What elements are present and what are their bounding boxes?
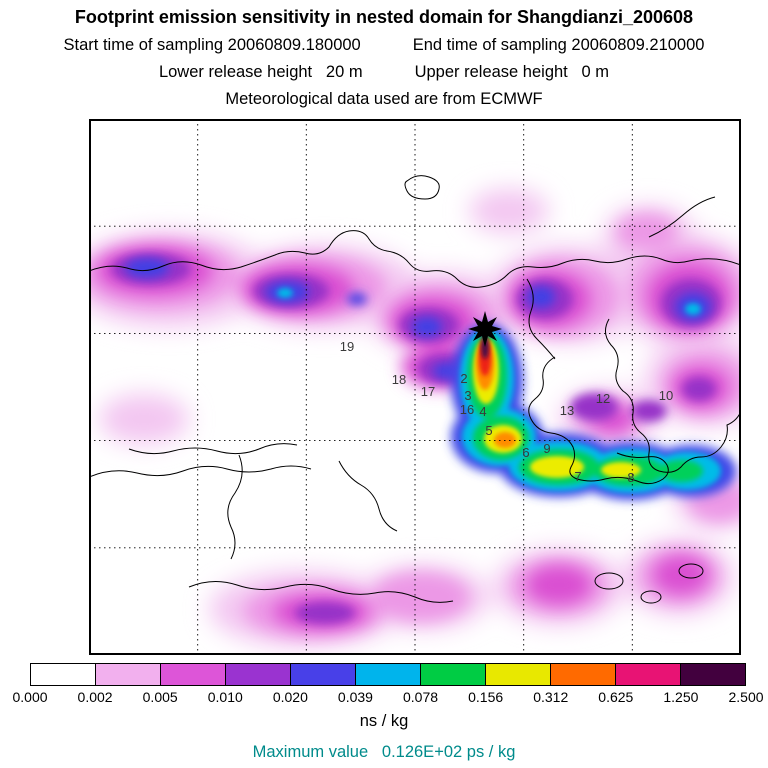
colorbar-tick-label: 0.078 <box>403 689 439 705</box>
colorbar-cells <box>30 663 746 686</box>
sensitivity-haze-cyan <box>277 288 701 315</box>
trajectory-hour-label: 4 <box>479 404 486 419</box>
colorbar-cell <box>291 664 356 685</box>
release-height-line: Lower release height 20 m Upper release … <box>0 63 768 82</box>
colorbar-cell <box>96 664 161 685</box>
maximum-value-line: Maximum value 0.126E+02 ps / kg <box>252 743 516 761</box>
trajectory-hour-label: 3 <box>464 388 471 403</box>
colorbar-tick-label: 1.250 <box>663 689 699 705</box>
trajectory-hour-label: 18 <box>392 372 406 387</box>
colorbar-units: ns / kg <box>359 712 409 730</box>
colorbar-tick-label: 0.156 <box>468 689 504 705</box>
colorbar: 0.000 0.002 0.005 0.010 0.020 0.039 0.078 0.156… <box>12 663 764 706</box>
map-border <box>89 119 741 655</box>
start-time-text: Start time of sampling 20060809.180000 <box>63 36 361 54</box>
colorbar-tick-label: 0.002 <box>77 689 113 705</box>
map-layers: 19 18 17 2 316 4 5 6 9 13 12 10 7 8 <box>89 119 741 655</box>
sensitivity-haze-blue <box>125 258 711 379</box>
trajectory-hour-labels: 19 18 17 2 316 4 5 6 9 13 12 10 7 8 <box>340 339 673 485</box>
trajectory-hour-label: 8 <box>627 470 634 485</box>
colorbar-cell <box>616 664 681 685</box>
colorbar-cell <box>161 664 226 685</box>
trajectory-hour-label: 13 <box>560 403 574 418</box>
trajectory-hour-label: 9 <box>543 441 550 456</box>
colorbar-tick-label: 0.625 <box>598 689 634 705</box>
colorbar-tick-labels: 0.000 0.002 0.005 0.010 0.020 0.039 0.078 0.156… <box>12 689 763 706</box>
footprint-map: 19 18 17 2 316 4 5 6 9 13 12 10 7 8 <box>89 119 741 655</box>
met-source-text: Meteorological data used are from ECMWF <box>225 90 543 108</box>
colorbar-cell <box>421 664 486 685</box>
colorbar-cell <box>681 664 745 685</box>
trajectory-hour-label: 10 <box>659 388 673 403</box>
trajectory-hour-label: 2 <box>460 371 467 386</box>
coastlines <box>89 175 741 604</box>
release-star-marker <box>468 311 502 347</box>
colorbar-tick-label: 0.020 <box>272 689 308 705</box>
figure-title: Footprint emission sensitivity in nested… <box>74 7 694 27</box>
trajectory-hour-label: 5 <box>485 423 492 438</box>
trajectory-hour-label: 6 <box>522 445 529 460</box>
colorbar-tick-label: 0.010 <box>207 689 243 705</box>
colorbar-tick-label: 0.000 <box>12 689 48 705</box>
colorbar-cell <box>356 664 421 685</box>
end-time-text: End time of sampling 20060809.210000 <box>412 36 705 54</box>
grid-lines <box>89 119 741 655</box>
trajectory-hour-label: 7 <box>574 469 581 484</box>
trajectory-hour-label: 16 <box>460 402 474 417</box>
met-source-line: Meteorological data used are from ECMWF <box>0 90 768 109</box>
colorbar-cell <box>226 664 291 685</box>
colorbar-tick-label: 0.005 <box>142 689 178 705</box>
trajectory-hour-label: 17 <box>421 384 435 399</box>
colorbar-cell <box>551 664 616 685</box>
sampling-time-line: Start time of sampling 20060809.180000 E… <box>0 36 768 55</box>
colorbar-tick-label: 2.500 <box>728 689 764 705</box>
colorbar-tick-label: 0.039 <box>337 689 373 705</box>
colorbar-cell <box>31 664 96 685</box>
colorbar-cell <box>486 664 551 685</box>
lower-release-text: Lower release height 20 m <box>158 63 363 81</box>
map-area: 19 18 17 2 3 16 4 5 6 9 13 12 10 7 8 <box>89 119 741 655</box>
upper-release-text: Upper release height 0 m <box>414 63 610 81</box>
colorbar-tick-label: 0.312 <box>533 689 569 705</box>
trajectory-hour-label: 12 <box>596 391 610 406</box>
trajectory-hour-label: 19 <box>340 339 354 354</box>
